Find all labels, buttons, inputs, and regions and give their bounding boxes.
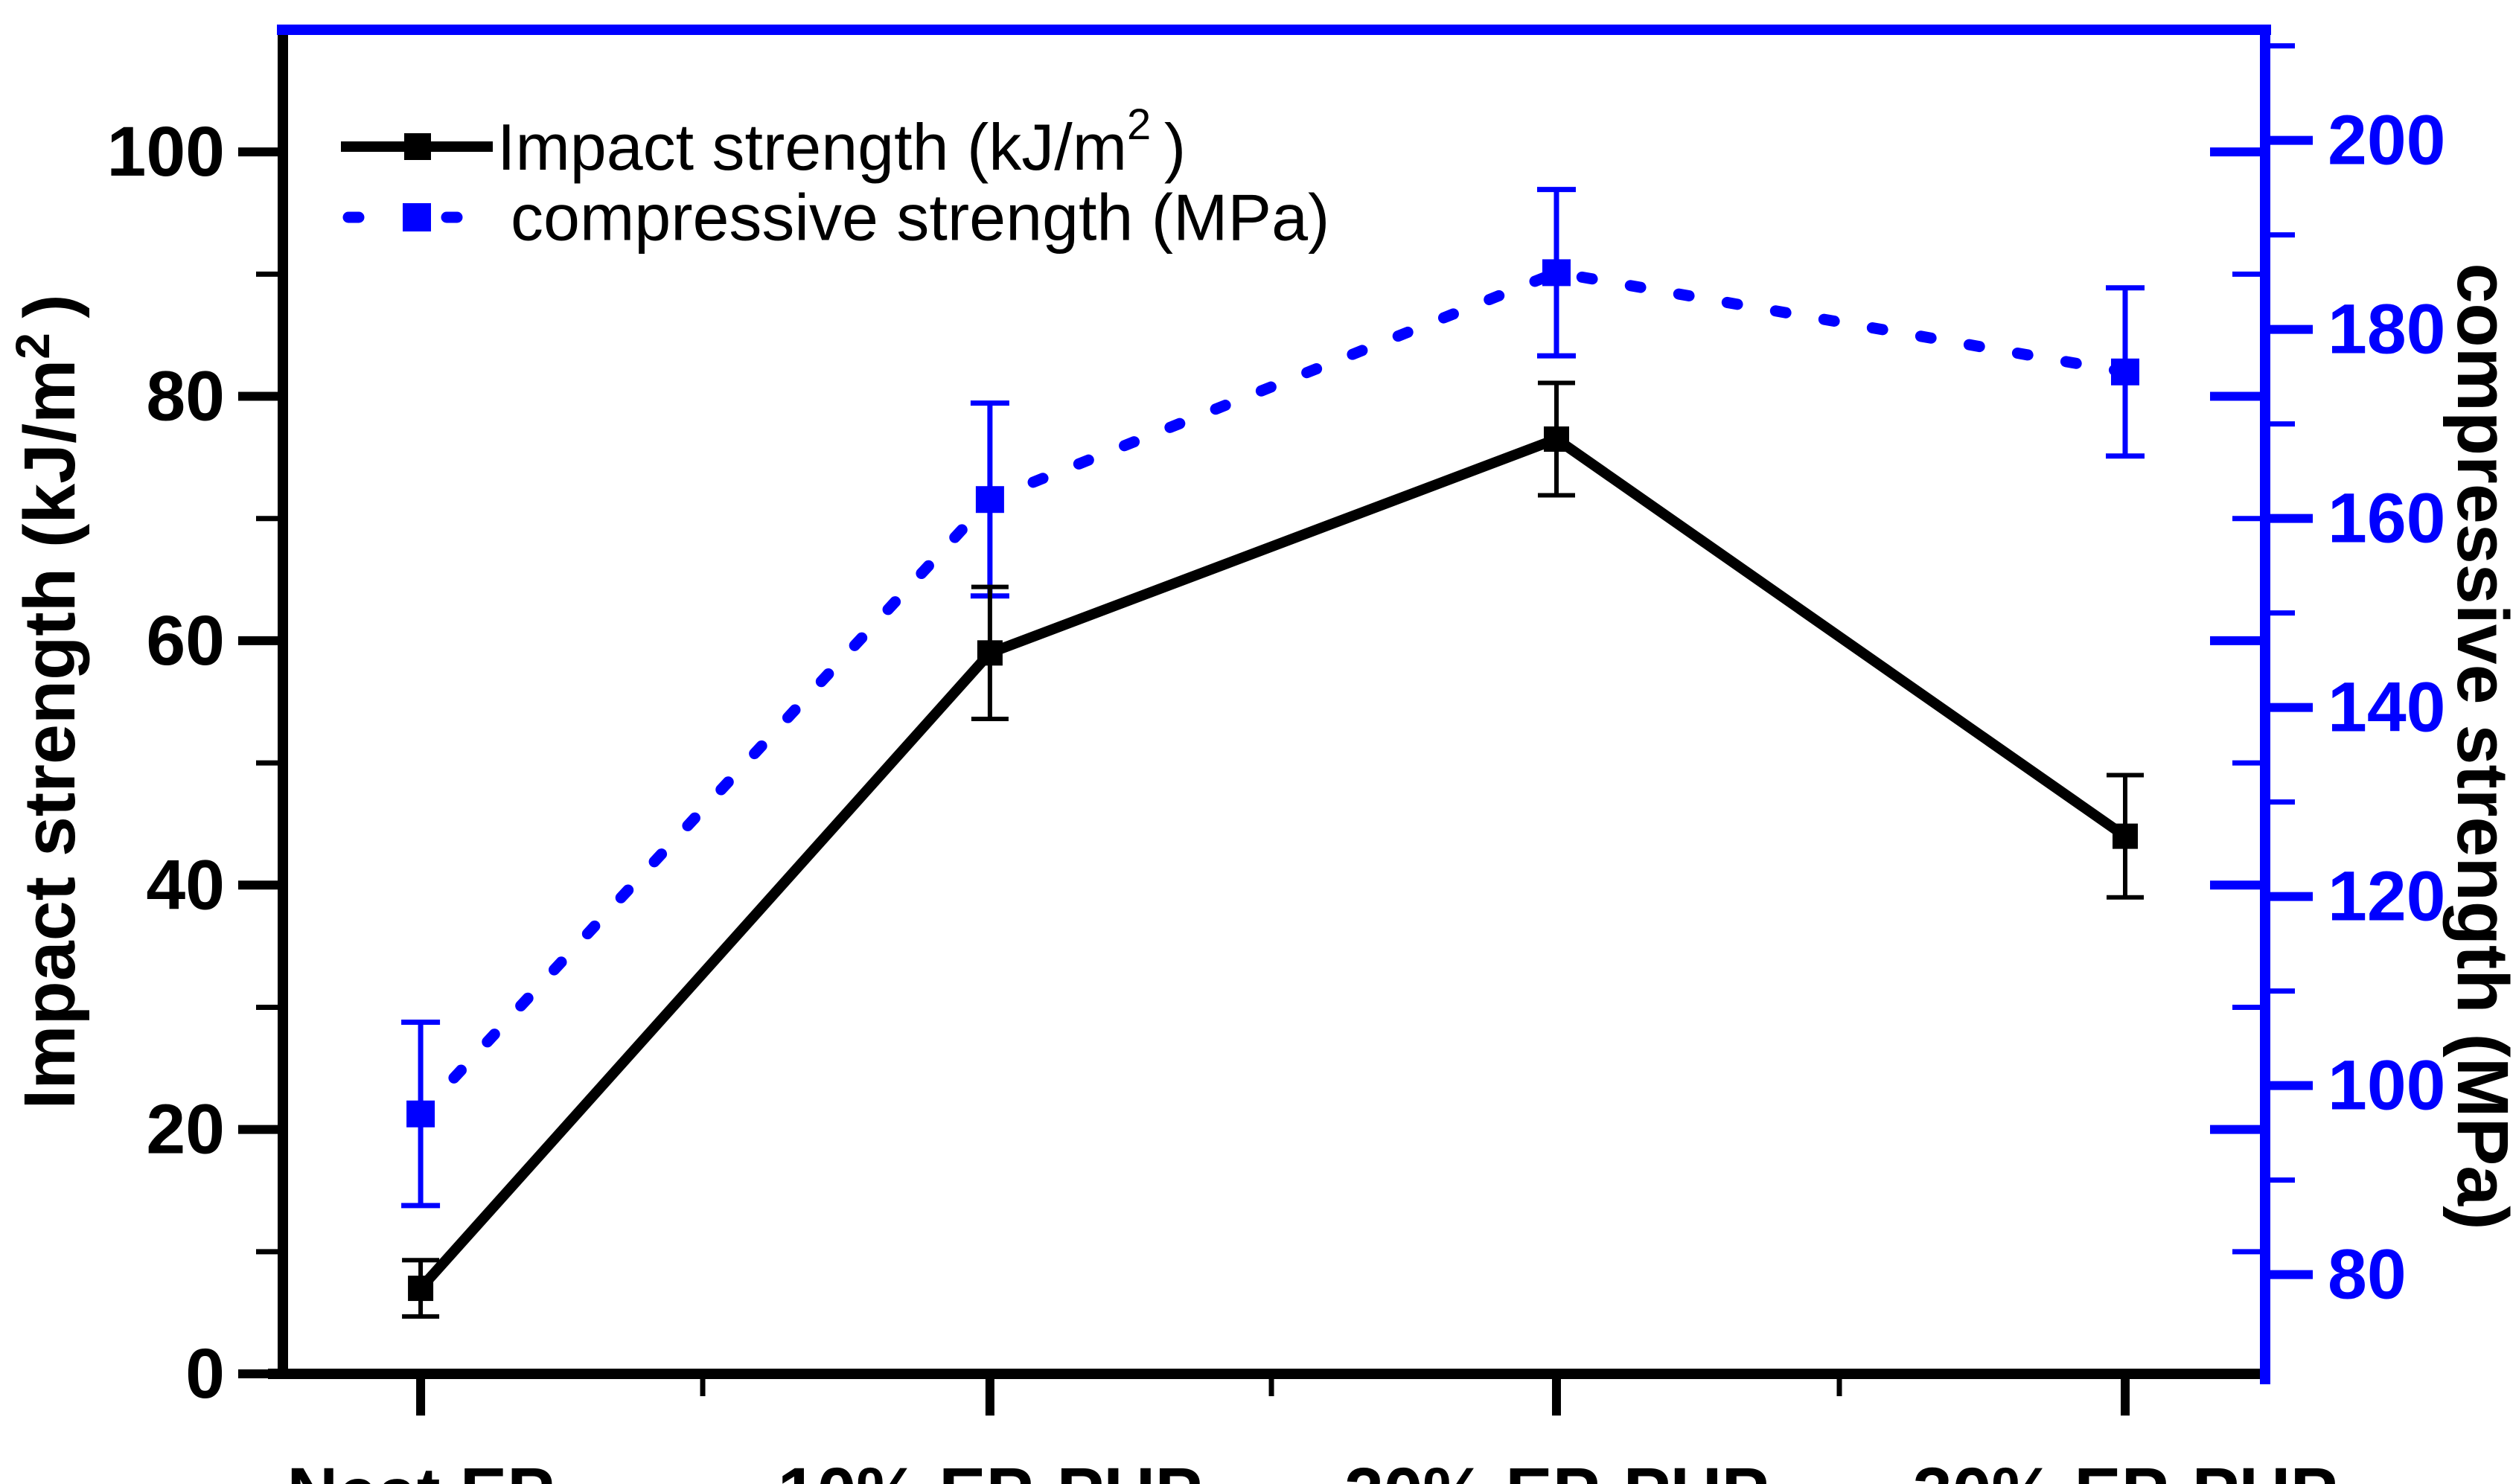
data-point-impact [1543, 426, 1569, 452]
left-axis: 0 20 40 60 80 100 Impact strength (kJ/m2 ) [6, 112, 283, 1413]
data-point-compressive [2110, 358, 2139, 386]
x-category-label: 20% EP-PUP [1344, 1453, 1769, 1484]
y-right-tick-label: 200 [2328, 101, 2446, 180]
right-axis: 80 100 120 140 160 180 200 compressive strength… [2210, 43, 2513, 1314]
y-left-tick-label: 60 [146, 601, 225, 680]
y-right-tick-label: 100 [2328, 1046, 2446, 1125]
legend-item-impact: Impact strength (kJ/m2 ) [341, 100, 1186, 184]
y-right-tick-label: 80 [2328, 1235, 2407, 1314]
y-left-tick-label: 20 [146, 1090, 225, 1169]
series-compressive-strength [401, 187, 2145, 1209]
series-impact-strength [402, 380, 2144, 1319]
legend-label-impact: Impact strength (kJ/m2 ) [497, 100, 1186, 184]
y-right-tick-label: 160 [2328, 479, 2446, 558]
legend-marker-compressive [403, 203, 431, 231]
data-point-compressive [406, 1100, 435, 1128]
x-axis: Neat EP 10% EP-PUP 20% EP-PUP 30% EP-PUP [287, 1374, 2337, 1484]
data-point-impact [2112, 823, 2138, 849]
y-right-tick-label: 140 [2328, 668, 2446, 747]
legend-marker-impact [404, 133, 431, 160]
legend: Impact strength (kJ/m2 )compressive stre… [341, 100, 1329, 255]
data-point-compressive [1542, 259, 1571, 287]
data-point-impact [408, 1276, 434, 1302]
legend-item-compressive: compressive strength (MPa) [342, 181, 1329, 255]
y-right-axis-title: compressive strength (MPa) [2442, 263, 2513, 1229]
legend-label-compressive: compressive strength (MPa) [511, 181, 1329, 255]
y-left-axis-title: Impact strength (kJ/m2 ) [6, 294, 90, 1109]
y-left-tick-label: 80 [146, 357, 225, 436]
data-point-impact [977, 640, 1003, 666]
y-left-tick-label: 0 [185, 1334, 225, 1413]
y-right-tick-label: 180 [2328, 290, 2446, 369]
y-left-tick-label: 40 [146, 845, 225, 924]
data-point-compressive [975, 486, 1004, 514]
x-category-label: 10% EP-PUP [778, 1453, 1202, 1484]
x-category-label: Neat EP [287, 1453, 555, 1484]
x-category-label: 30% EP-PUP [1913, 1453, 2337, 1484]
y-right-tick-label: 120 [2328, 857, 2446, 936]
y-left-tick-label: 100 [106, 112, 225, 191]
